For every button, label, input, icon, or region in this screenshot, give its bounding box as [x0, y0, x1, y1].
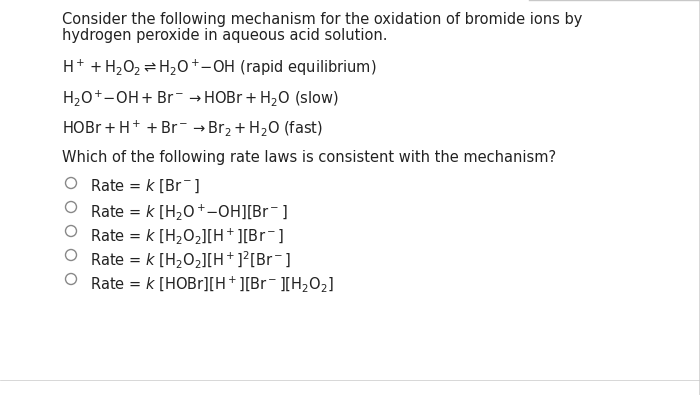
Text: Rate = $k$ $[\mathrm{H_2O^+\!\!-\!OH}][\mathrm{Br^-}]$: Rate = $k$ $[\mathrm{H_2O^+\!\!-\!OH}][\… [90, 202, 288, 222]
Text: $\mathrm{HOBr + H^+ + Br^- \rightarrow Br_2 + H_2O}$ (fast): $\mathrm{HOBr + H^+ + Br^- \rightarrow B… [62, 118, 323, 138]
Text: Consider the following mechanism for the oxidation of bromide ions by: Consider the following mechanism for the… [62, 12, 582, 27]
Text: $\mathrm{H^+ + H_2O_2 \rightleftharpoons H_2O^+\!\!-\!OH}$ (rapid equilibrium): $\mathrm{H^+ + H_2O_2 \rightleftharpoons… [62, 58, 377, 78]
Text: Rate = $k$ $[\mathrm{HOBr}][\mathrm{H^+}][\mathrm{Br^-}][\mathrm{H_2O_2}]$: Rate = $k$ $[\mathrm{HOBr}][\mathrm{H^+}… [90, 274, 334, 294]
Text: Rate = $k$ $[\mathrm{H_2O_2}][\mathrm{H^+}]^2[\mathrm{Br^-}]$: Rate = $k$ $[\mathrm{H_2O_2}][\mathrm{H^… [90, 250, 290, 271]
Text: Which of the following rate laws is consistent with the mechanism?: Which of the following rate laws is cons… [62, 150, 556, 165]
Text: Rate = $k$ $[\mathrm{H_2O_2}][\mathrm{H^+}][\mathrm{Br^-}]$: Rate = $k$ $[\mathrm{H_2O_2}][\mathrm{H^… [90, 226, 284, 246]
Text: $\mathrm{H_2O^+\!\!-\!OH + Br^- \rightarrow HOBr + H_2O}$ (slow): $\mathrm{H_2O^+\!\!-\!OH + Br^- \rightar… [62, 88, 339, 108]
Text: hydrogen peroxide in aqueous acid solution.: hydrogen peroxide in aqueous acid soluti… [62, 28, 388, 43]
Text: Rate = $k$ $[\mathrm{Br^-}]$: Rate = $k$ $[\mathrm{Br^-}]$ [90, 178, 200, 196]
